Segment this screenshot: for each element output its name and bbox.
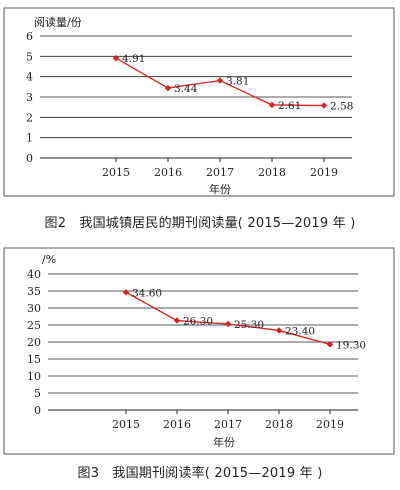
y-tick-label: 2	[26, 111, 33, 124]
x-tick-label: 2015	[102, 166, 130, 179]
y-tick-label: 3	[26, 91, 33, 104]
y-tick-label: 20	[27, 336, 41, 349]
data-point	[268, 101, 276, 109]
data-label: 25.30	[234, 319, 264, 331]
y-tick-label: 4	[26, 71, 33, 84]
y-tick-label: 40	[27, 268, 41, 281]
data-point	[326, 341, 334, 348]
y-tick-label: 10	[27, 370, 41, 383]
x-tick-label: 2017	[214, 418, 242, 431]
y-tick-label: 35	[27, 285, 41, 298]
x-tick-label: 2019	[310, 166, 338, 179]
data-point	[164, 84, 172, 92]
x-tick-label: 2016	[154, 166, 182, 179]
data-point	[275, 327, 283, 334]
data-label: 2.61	[278, 100, 301, 112]
data-point	[112, 54, 120, 62]
data-point	[216, 77, 224, 84]
data-label: 26.30	[183, 316, 213, 328]
data-label: 34.60	[132, 287, 162, 299]
y-tick-label: 30	[27, 302, 41, 315]
y-tick-label: 6	[26, 30, 33, 43]
data-label: 4.91	[122, 53, 145, 65]
y-tick-label: 0	[26, 152, 33, 165]
data-label: 19.30	[336, 339, 366, 351]
data-point	[224, 320, 232, 328]
y-axis-label: /%	[42, 253, 56, 266]
y-tick-label: 0	[34, 404, 41, 417]
x-tick-label: 2019	[316, 418, 344, 431]
data-label: 23.40	[285, 325, 315, 337]
x-tick-label: 2018	[265, 418, 293, 431]
figure-caption-3: 图3 我国期刊阅读率( 2015—2019 年 )	[77, 466, 323, 481]
y-tick-label: 5	[34, 387, 41, 400]
y-tick-label: 5	[26, 50, 33, 63]
x-axis-label: 年份	[213, 435, 235, 449]
data-label: 3.44	[174, 83, 198, 95]
x-tick-label: 2018	[258, 166, 286, 179]
chart-frame	[3, 247, 395, 455]
y-tick-label: 15	[27, 353, 41, 366]
x-axis-label: 年份	[209, 182, 231, 196]
data-label: 3.81	[226, 76, 249, 88]
figure-caption-2: 图2 我国城镇居民的期刊阅读量( 2015—2019 年 )	[44, 216, 356, 231]
data-point	[173, 317, 181, 324]
y-tick-label: 1	[26, 132, 33, 145]
data-point	[122, 289, 130, 296]
y-tick-label: 25	[27, 319, 41, 332]
x-tick-label: 2015	[112, 418, 140, 431]
chart-frame	[3, 7, 395, 197]
data-point	[320, 102, 328, 109]
x-tick-label: 2017	[206, 166, 234, 179]
chart-panel-reading-rate: 0 5 10 15 20 25 30 35 40 2015 2016 2017 2018 2019 34.6…	[0, 246, 400, 490]
chart-reading-volume: 0 1 2 3 4 5 6 2015 2016 2017 2018 2019 4.91 3.44 3.81 2…	[3, 7, 395, 197]
data-label: 2.58	[330, 101, 353, 113]
y-axis-label: 阅读量/份	[34, 15, 82, 29]
x-tick-label: 2016	[163, 418, 191, 431]
chart-panel-reading-volume: 0 1 2 3 4 5 6 2015 2016 2017 2018 2019 4.91 3.44 3.81 2…	[0, 0, 400, 240]
chart-reading-rate: 0 5 10 15 20 25 30 35 40 2015 2016 2017 2018 2019 34.6…	[3, 247, 395, 455]
